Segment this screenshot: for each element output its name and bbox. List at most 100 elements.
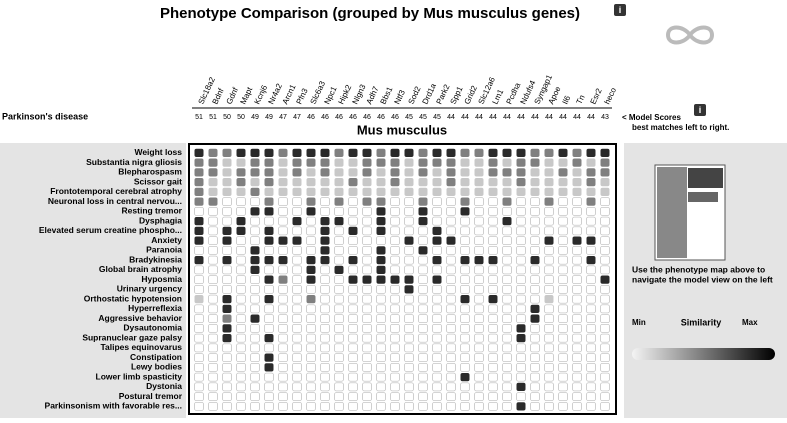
grid-cell[interactable]: [572, 304, 582, 314]
grid-cell[interactable]: [334, 158, 344, 167]
grid-cell[interactable]: [320, 392, 330, 402]
grid-cell[interactable]: [222, 382, 232, 392]
grid-cell[interactable]: [530, 168, 540, 177]
grid-cell[interactable]: [418, 255, 428, 265]
grid-cell[interactable]: [348, 362, 358, 372]
grid-cell[interactable]: [348, 148, 358, 157]
grid-cell[interactable]: [530, 148, 540, 157]
grid-cell[interactable]: [292, 372, 302, 382]
grid-cell[interactable]: [558, 187, 568, 196]
grid-cell[interactable]: [334, 372, 344, 382]
grid-cell[interactable]: [320, 284, 330, 294]
grid-cell[interactable]: [474, 187, 484, 196]
grid-cell[interactable]: [306, 392, 316, 402]
grid-cell[interactable]: [460, 343, 470, 353]
grid-cell[interactable]: [222, 362, 232, 372]
grid-cell[interactable]: [404, 294, 414, 304]
grid-cell[interactable]: [376, 256, 386, 265]
grid-cell[interactable]: [278, 178, 288, 187]
grid-cell[interactable]: [516, 334, 526, 343]
grid-cell[interactable]: [264, 168, 274, 177]
grid-cell[interactable]: [208, 284, 218, 294]
grid-cell[interactable]: [320, 217, 330, 226]
grid-cell[interactable]: [278, 158, 288, 167]
grid-cell[interactable]: [390, 197, 400, 207]
grid-cell[interactable]: [558, 392, 568, 402]
row-label[interactable]: Elevated serum creatine phospho...: [39, 225, 182, 235]
row-label[interactable]: Frontotemporal cerebral atrophy: [50, 186, 182, 196]
grid-cell[interactable]: [418, 246, 428, 255]
grid-cell[interactable]: [544, 295, 554, 304]
grid-cell[interactable]: [250, 216, 260, 226]
grid-cell[interactable]: [320, 206, 330, 216]
grid-cell[interactable]: [390, 178, 400, 187]
grid-cell[interactable]: [544, 236, 554, 245]
grid-cell[interactable]: [376, 294, 386, 304]
grid-cell[interactable]: [236, 265, 246, 275]
grid-cell[interactable]: [250, 246, 260, 255]
grid-cell[interactable]: [208, 158, 218, 167]
grid-cell[interactable]: [530, 206, 540, 216]
grid-cell[interactable]: [544, 216, 554, 226]
grid-cell[interactable]: [418, 187, 428, 196]
grid-cell[interactable]: [530, 245, 540, 255]
grid-cell[interactable]: [208, 343, 218, 353]
grid-cell[interactable]: [572, 275, 582, 285]
grid-cell[interactable]: [404, 353, 414, 363]
grid-cell[interactable]: [600, 168, 610, 177]
grid-cell[interactable]: [516, 314, 526, 324]
grid-cell[interactable]: [516, 294, 526, 304]
grid-cell[interactable]: [222, 343, 232, 353]
grid-cell[interactable]: [208, 275, 218, 285]
grid-cell[interactable]: [292, 168, 302, 177]
column-label[interactable]: Bdnf: [211, 86, 226, 105]
grid-cell[interactable]: [600, 236, 610, 246]
grid-cell[interactable]: [474, 158, 484, 167]
grid-cell[interactable]: [362, 333, 372, 343]
grid-cell[interactable]: [572, 216, 582, 226]
grid-cell[interactable]: [404, 401, 414, 411]
grid-cell[interactable]: [558, 323, 568, 333]
grid-cell[interactable]: [236, 187, 246, 196]
grid-cell[interactable]: [390, 372, 400, 382]
grid-cell[interactable]: [558, 284, 568, 294]
grid-cell[interactable]: [376, 343, 386, 353]
grid-cell[interactable]: [250, 187, 260, 196]
grid-cell[interactable]: [390, 236, 400, 246]
grid-cell[interactable]: [488, 343, 498, 353]
grid-cell[interactable]: [544, 255, 554, 265]
grid-cell[interactable]: [348, 353, 358, 363]
row-label[interactable]: Hyposmia: [141, 274, 182, 284]
grid-cell[interactable]: [376, 265, 386, 274]
grid-cell[interactable]: [544, 206, 554, 216]
grid-cell[interactable]: [418, 314, 428, 324]
grid-cell[interactable]: [530, 392, 540, 402]
grid-cell[interactable]: [250, 343, 260, 353]
grid-cell[interactable]: [418, 226, 428, 236]
grid-cell[interactable]: [376, 401, 386, 411]
grid-cell[interactable]: [376, 353, 386, 363]
grid-cell[interactable]: [600, 197, 610, 207]
grid-cell[interactable]: [418, 304, 428, 314]
grid-cell[interactable]: [446, 187, 456, 196]
grid-cell[interactable]: [474, 362, 484, 372]
grid-cell[interactable]: [432, 333, 442, 343]
grid-cell[interactable]: [194, 265, 204, 275]
grid-cell[interactable]: [250, 256, 260, 265]
grid-cell[interactable]: [208, 226, 218, 236]
grid-cell[interactable]: [460, 275, 470, 285]
grid-cell[interactable]: [586, 245, 596, 255]
grid-cell[interactable]: [586, 372, 596, 382]
grid-cell[interactable]: [446, 255, 456, 265]
grid-cell[interactable]: [264, 275, 274, 284]
grid-cell[interactable]: [292, 245, 302, 255]
grid-cell[interactable]: [334, 401, 344, 411]
grid-cell[interactable]: [488, 295, 498, 304]
grid-cell[interactable]: [194, 168, 204, 177]
grid-cell[interactable]: [502, 178, 512, 187]
grid-cell[interactable]: [376, 158, 386, 167]
grid-cell[interactable]: [264, 372, 274, 382]
grid-cell[interactable]: [222, 275, 232, 285]
grid-cell[interactable]: [544, 265, 554, 275]
grid-cell[interactable]: [460, 226, 470, 236]
